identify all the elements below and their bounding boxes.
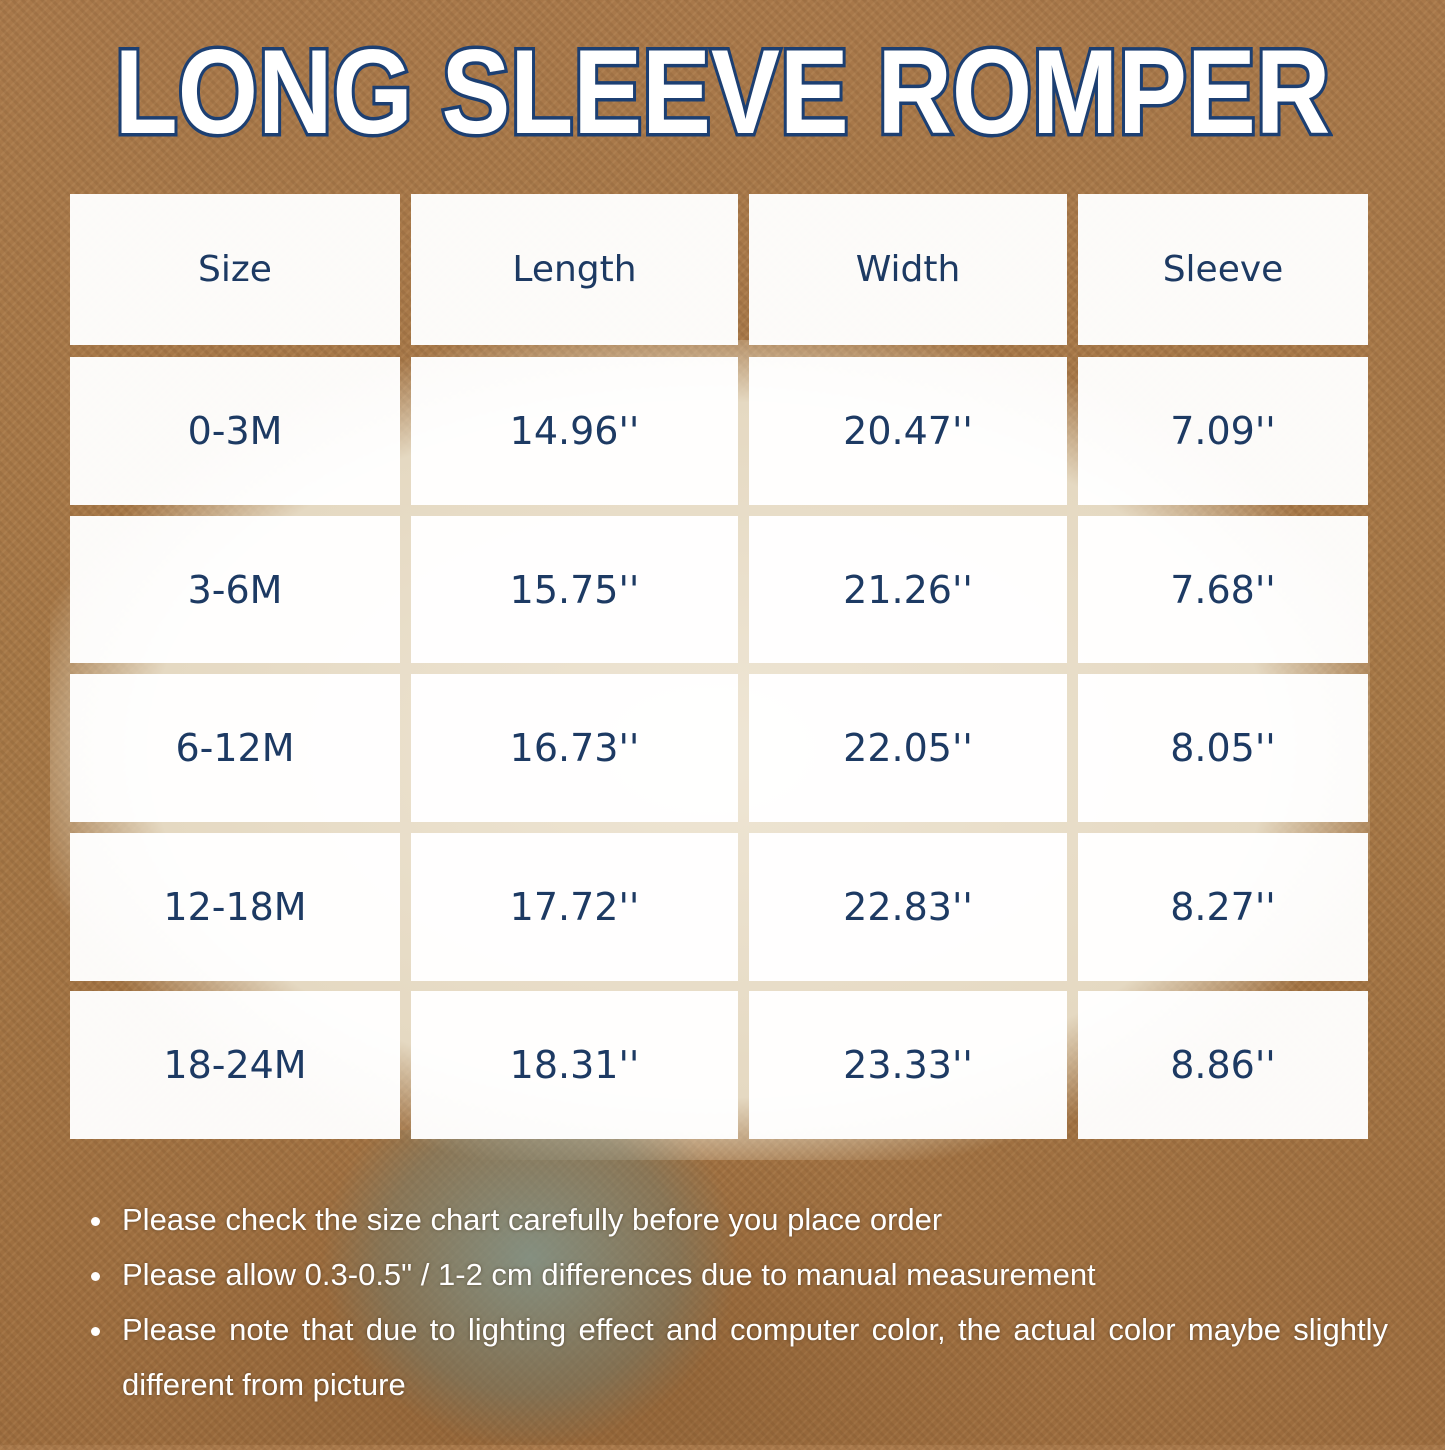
table-cell: 8.86''	[1078, 991, 1368, 1139]
note-item: Please note that due to lighting effect …	[116, 1302, 1388, 1412]
eucalyptus-photo	[320, 1130, 740, 1450]
table-cell: 14.96''	[411, 357, 738, 505]
table-cell: 18.31''	[411, 991, 738, 1139]
table-cell: 23.33''	[749, 991, 1067, 1139]
table-cell: 7.68''	[1078, 516, 1368, 663]
table-header-cell: Width	[749, 194, 1067, 345]
table-cell: 21.26''	[749, 516, 1067, 663]
table-cell: 15.75''	[411, 516, 738, 663]
notes: Please check the size chart carefully be…	[88, 1192, 1388, 1412]
table-cell: 17.72''	[411, 833, 738, 981]
table-cell: 6-12M	[70, 674, 400, 822]
table-header-cell: Sleeve	[1078, 194, 1368, 345]
table-cell: 18-24M	[70, 991, 400, 1139]
note-item: Please allow 0.3-0.5" / 1-2 cm differenc…	[116, 1247, 1388, 1302]
table-cell: 8.05''	[1078, 674, 1368, 822]
table-cell: 20.47''	[749, 357, 1067, 505]
table-cell: 0-3M	[70, 357, 400, 505]
page-title: LONG SLEEVE ROMPER	[112, 22, 1334, 163]
table-header-cell: Length	[411, 194, 738, 345]
table-cell: 22.83''	[749, 833, 1067, 981]
table-cell: 12-18M	[70, 833, 400, 981]
note-item: Please check the size chart carefully be…	[116, 1192, 1388, 1247]
table-cell: 16.73''	[411, 674, 738, 822]
table-cell: 3-6M	[70, 516, 400, 663]
table-cell: 8.27''	[1078, 833, 1368, 981]
table-header-cell: Size	[70, 194, 400, 345]
table-cell: 22.05''	[749, 674, 1067, 822]
table-cell: 7.09''	[1078, 357, 1368, 505]
